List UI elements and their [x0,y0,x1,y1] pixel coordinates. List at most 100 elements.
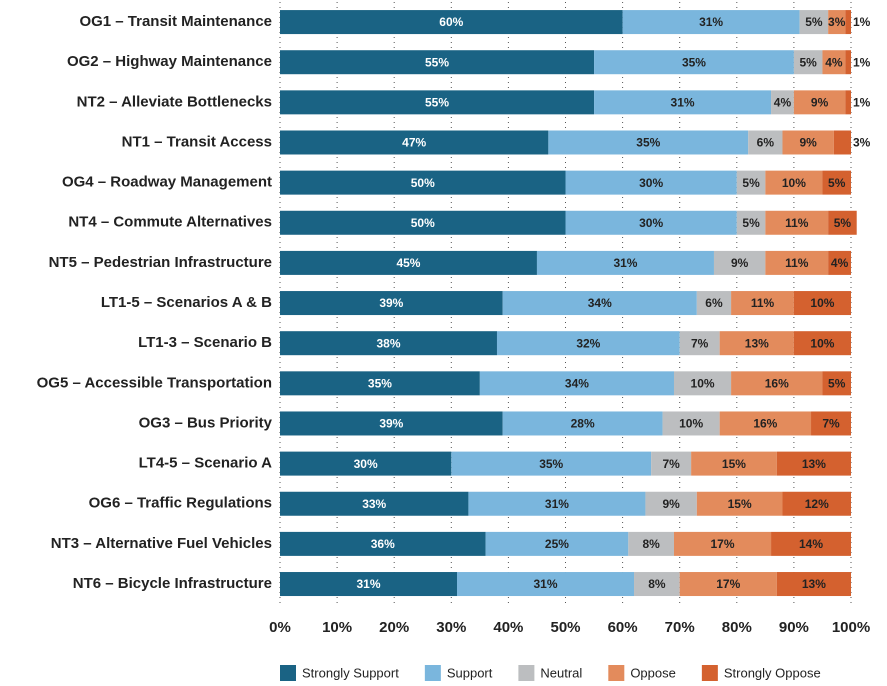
bar-segment [280,411,503,436]
bar-segment [565,170,737,195]
bar-segment [679,331,720,356]
value-label: 6% [757,136,775,150]
value-label: 36% [371,537,395,551]
bar-segment [594,90,772,115]
value-label: 30% [639,216,663,230]
bar-segment [280,130,549,155]
category-label: OG6 – Traffic Regulations [89,495,272,512]
bar-segment [731,291,794,316]
bar-segment [782,491,851,516]
legend: Strongly Support Support Neutral Oppose Stro… [280,665,821,681]
x-tick-label: 10% [322,619,352,636]
x-tick-label: 40% [493,619,523,636]
value-label: 5% [834,216,852,230]
category-label: LT1-3 – Scenario B [138,334,272,351]
value-label: 3% [853,136,871,150]
value-label: 11% [785,216,809,230]
x-tick-label: 50% [550,619,580,636]
bar-segment [502,411,663,436]
value-label: 12% [805,497,829,511]
legend-swatch [280,665,296,681]
bar-segment [594,50,794,75]
value-label: 17% [716,577,740,591]
bar-segment [845,10,851,35]
category-label: OG5 – Accessible Transportation [37,374,272,391]
x-tick-label: 20% [379,619,409,636]
value-label: 35% [636,136,660,150]
bar-segment [280,90,595,115]
bar-segment [828,250,851,275]
legend-swatch [608,665,625,681]
bar-segment [793,291,851,316]
bar-segment [765,210,829,235]
x-tick-label: 30% [436,619,466,636]
bars [280,10,857,597]
bar-segment [731,371,823,396]
value-label: 10% [810,336,834,350]
bar-segment [776,572,851,597]
legend-label: Strongly Support [302,665,399,680]
bar-segment [833,130,851,155]
value-label: 3% [828,15,846,29]
value-label: 9% [811,96,829,110]
value-label: 38% [376,336,400,350]
value-label: 4% [825,55,843,69]
value-label: 6% [705,296,723,310]
category-label: LT4-5 – Scenario A [139,455,273,472]
bar-segment [673,371,732,396]
bar-segment [457,572,635,597]
value-label: 14% [799,537,823,551]
value-label: 34% [565,377,589,391]
bar-segment [719,331,794,356]
bar-segment [628,531,674,556]
x-tick-label: 100% [832,619,870,636]
bar-segment [651,451,692,476]
value-label: 39% [379,417,403,431]
value-label: 30% [639,176,663,190]
value-label: 13% [802,457,826,471]
legend-label: Oppose [630,665,676,680]
value-label: 5% [800,55,818,69]
category-label: NT5 – Pedestrian Infrastructure [49,254,272,271]
bar-segment [536,250,714,275]
value-label: 30% [354,457,378,471]
value-label: 10% [810,296,834,310]
value-label: 9% [800,136,818,150]
bar-segment [496,331,680,356]
category-label: NT4 – Commute Alternatives [68,214,272,231]
value-label: 47% [402,136,426,150]
value-label: 5% [828,377,846,391]
value-label: 50% [411,216,435,230]
legend-label: Strongly Oppose [724,665,821,680]
value-label: 60% [439,15,463,29]
bar-segment [828,10,846,35]
value-label: 9% [662,497,680,511]
bar-segment [765,170,823,195]
bar-segment [828,210,857,235]
value-label: 35% [682,55,706,69]
value-label: 35% [368,377,392,391]
value-label: 11% [785,256,809,270]
bar-segment [793,331,851,356]
value-label: 10% [691,377,715,391]
bar-segment [280,371,480,396]
value-label: 5% [742,216,760,230]
category-label: NT6 – Bicycle Infrastructure [73,575,272,592]
value-label: 10% [782,176,806,190]
value-label: 7% [822,417,840,431]
value-label: 7% [662,457,680,471]
legend-label: Support [447,665,493,680]
bar-segment [748,130,783,155]
bar-segment [673,531,772,556]
value-label: 50% [411,176,435,190]
x-tick-label: 60% [608,619,638,636]
bar-segment [280,210,566,235]
value-label: 31% [671,96,695,110]
value-label: 1% [853,96,871,110]
value-label: 25% [545,537,569,551]
value-label: 5% [742,176,760,190]
value-label: 31% [533,577,557,591]
x-tick-label: 0% [269,619,291,636]
bar-segment [280,170,566,195]
bar-segment [280,572,458,597]
